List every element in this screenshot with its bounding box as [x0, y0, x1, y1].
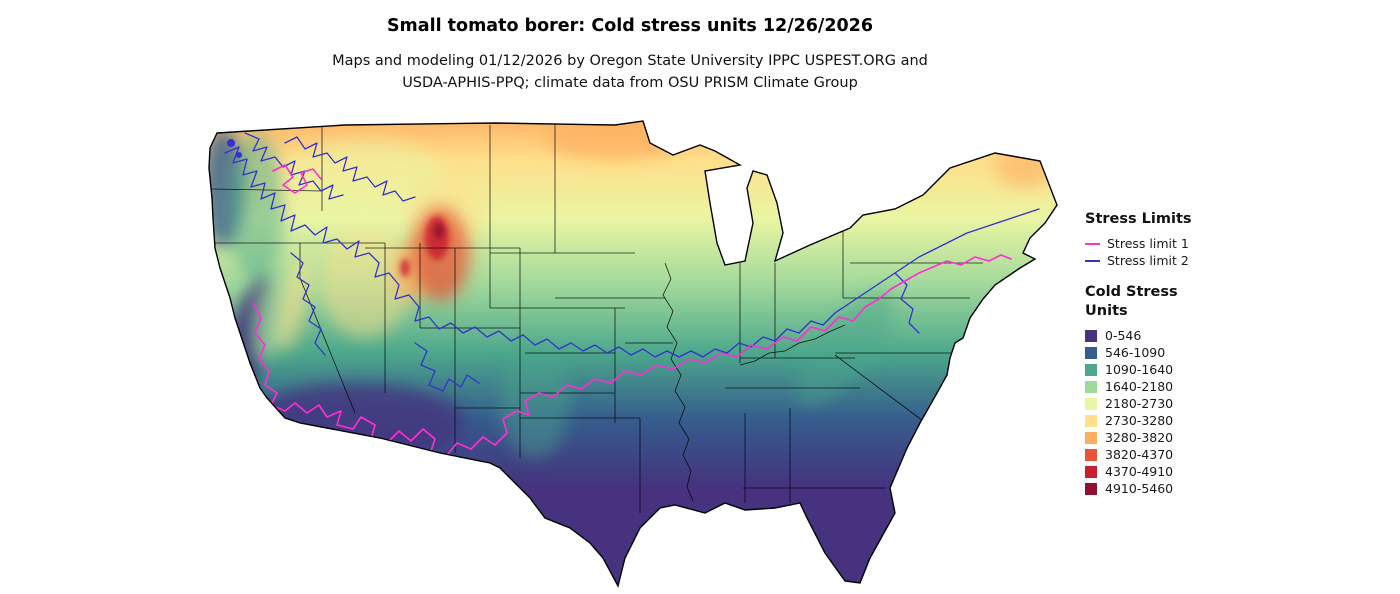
legend-item: 1640-2180 — [1085, 378, 1285, 395]
legend-panel: Stress Limits Stress limit 1 Stress limi… — [1085, 210, 1285, 511]
legend-swatch — [1085, 448, 1097, 461]
legend-item: 0-546 — [1085, 327, 1285, 344]
mountain-hotspots — [400, 216, 449, 277]
stress-limit-2-line — [224, 132, 1040, 392]
state-borders — [211, 123, 983, 513]
legend-item: 1090-1640 — [1085, 361, 1285, 378]
cold-stress-heading-line-1: Cold Stress — [1085, 284, 1178, 300]
stress-limit-1-line — [252, 164, 1012, 456]
legend-swatch — [1085, 363, 1097, 376]
cold-stress-heading-line-2: Units — [1085, 303, 1128, 319]
regional-shading — [209, 121, 1055, 463]
legend-swatch — [1085, 482, 1097, 495]
stress-limits-heading: Stress Limits — [1085, 211, 1192, 227]
legend-item-stress-limit-1: Stress limit 1 — [1085, 235, 1285, 252]
legend-item: 3280-3820 — [1085, 429, 1285, 446]
legend-item: 4910-5460 — [1085, 480, 1285, 497]
legend-swatch — [1085, 380, 1097, 393]
legend-swatch — [1085, 414, 1097, 427]
map-fill-layer — [209, 121, 1057, 586]
stress-limit-2-swatch — [1085, 259, 1100, 262]
legend-item-stress-limit-2: Stress limit 2 — [1085, 252, 1285, 269]
us-map-svg — [208, 120, 1058, 588]
legend-item: 2180-2730 — [1085, 395, 1285, 412]
legend-swatch — [1085, 346, 1097, 359]
legend-item: 2730-3280 — [1085, 412, 1285, 429]
legend-item: 546-1090 — [1085, 344, 1285, 361]
title-block: Small tomato borer: Cold stress units 12… — [195, 16, 1065, 94]
legend-swatch — [1085, 431, 1097, 444]
page-title: Small tomato borer: Cold stress units 12… — [386, 16, 874, 36]
legend-swatch — [1085, 329, 1097, 342]
subtitle-line-2: USDA-APHIS-PPQ; climate data from OSU PR… — [402, 75, 858, 91]
cold-stress-units-legend: Cold Stress Units 0-546 546-1090 1090-16… — [1085, 283, 1285, 497]
legend-item: 3820-4370 — [1085, 446, 1285, 463]
stress-limits-legend: Stress Limits Stress limit 1 Stress limi… — [1085, 210, 1285, 269]
subtitle-line-1: Maps and modeling 01/12/2026 by Oregon S… — [332, 53, 928, 69]
us-map — [195, 113, 1075, 593]
legend-item: 4370-4910 — [1085, 463, 1285, 480]
stress-limit-1-swatch — [1085, 242, 1100, 245]
legend-swatch — [1085, 465, 1097, 478]
us-outline — [208, 120, 1058, 588]
legend-swatch — [1085, 397, 1097, 410]
